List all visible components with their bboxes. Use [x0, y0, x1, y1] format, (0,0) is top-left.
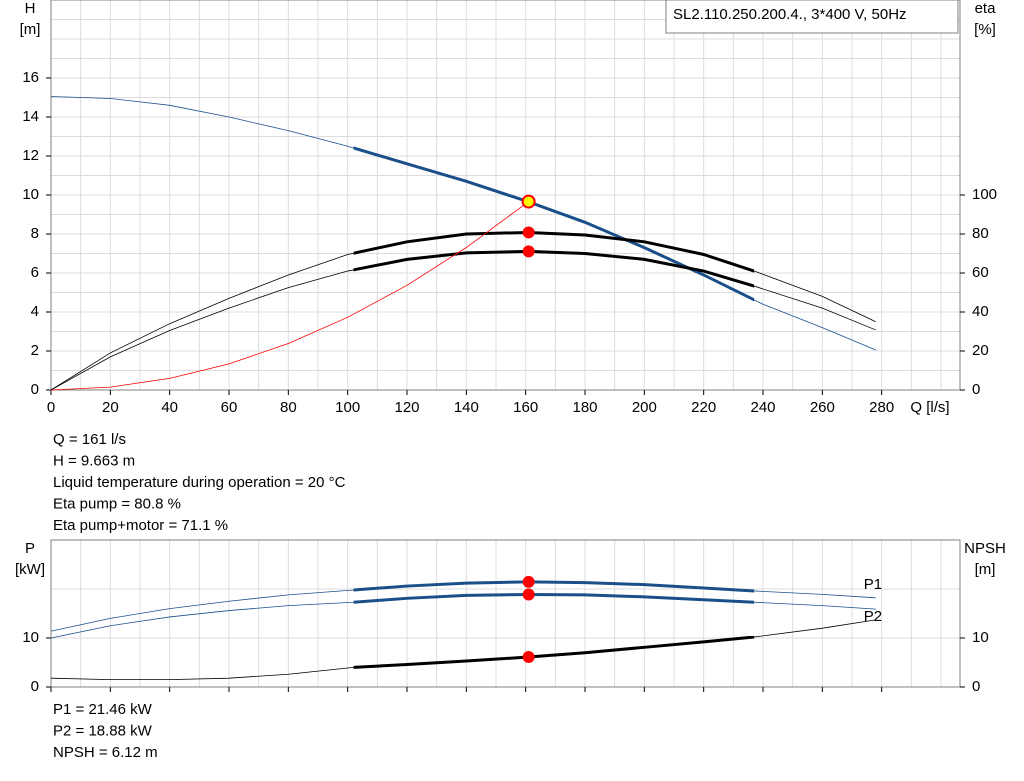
x-tick-label: 60 [221, 399, 238, 416]
y-tick-label: 16 [22, 69, 39, 86]
x-tick-label: 20 [102, 399, 119, 416]
curve-bold [353, 230, 755, 273]
series-label: P2 [864, 608, 882, 625]
y-tick-label: 8 [31, 225, 39, 242]
y-tick-label: 14 [22, 108, 39, 125]
y2-tick-label: 100 [972, 186, 997, 203]
y2-tick-label: 20 [972, 342, 989, 359]
operating-point [522, 575, 535, 588]
y-tick-label: 0 [31, 678, 39, 695]
curve [50, 619, 876, 681]
operating-point [522, 651, 535, 664]
info-line: Eta pump = 80.8 % [53, 495, 181, 512]
curve [50, 232, 876, 391]
y-axis-label: H [25, 0, 36, 17]
y-axis-label: [kW] [15, 561, 45, 578]
info-line: H = 9.663 m [53, 452, 135, 469]
info-line: Eta pump+motor = 71.1 % [53, 517, 228, 534]
y2-axis-label: eta [975, 0, 997, 17]
x-tick-label: 0 [47, 399, 55, 416]
curve [50, 250, 876, 391]
x-tick-label: 100 [335, 399, 360, 416]
series-label: P1 [864, 576, 882, 593]
curve-bold [353, 592, 755, 604]
y-tick-label: 0 [31, 381, 39, 398]
y2-tick-label: 80 [972, 225, 989, 242]
y2-axis-label: [m] [975, 561, 996, 578]
y2-tick-label: 0 [972, 678, 980, 695]
x-tick-label: 260 [810, 399, 835, 416]
info-line: NPSH = 6.12 m [53, 744, 158, 761]
x-axis-label: Q [l/s] [910, 399, 949, 416]
x-tick-label: 240 [750, 399, 775, 416]
y2-tick-label: 10 [972, 629, 989, 646]
y-tick-label: 2 [31, 342, 39, 359]
y2-tick-label: 0 [972, 381, 980, 398]
info-line: P1 = 21.46 kW [53, 701, 153, 718]
x-tick-label: 180 [572, 399, 597, 416]
x-tick-label: 140 [454, 399, 479, 416]
y-tick-label: 10 [22, 629, 39, 646]
operating-point [522, 588, 535, 601]
y-tick-label: 12 [22, 147, 39, 164]
x-tick-label: 160 [513, 399, 538, 416]
x-tick-label: 120 [394, 399, 419, 416]
x-tick-label: 200 [632, 399, 657, 416]
info-line: Liquid temperature during operation = 20… [53, 474, 346, 491]
info-line: P2 = 18.88 kW [53, 722, 153, 739]
plot-frame [50, 539, 961, 688]
curve-bold [353, 580, 755, 593]
x-tick-label: 80 [280, 399, 297, 416]
curve-bold [353, 635, 755, 669]
y2-tick-label: 60 [972, 264, 989, 281]
operating-point [521, 194, 536, 209]
y-tick-label: 4 [31, 303, 39, 320]
chart-title: SL2.110.250.200.4., 3*400 V, 50Hz [673, 6, 907, 23]
y2-tick-label: 40 [972, 303, 989, 320]
y-axis-label: P [25, 540, 35, 557]
operating-point [522, 226, 535, 239]
y2-axis-label: [%] [974, 21, 996, 38]
curve-bold [353, 249, 755, 288]
x-tick-label: 40 [161, 399, 178, 416]
x-tick-label: 280 [869, 399, 894, 416]
curve-bold [353, 146, 755, 302]
title-box [665, 0, 959, 34]
y-tick-label: 10 [22, 186, 39, 203]
y-axis-label: [m] [20, 21, 41, 38]
curve [50, 201, 529, 391]
y2-axis-label: NPSH [964, 540, 1006, 557]
x-tick-label: 220 [691, 399, 716, 416]
operating-point [522, 245, 535, 258]
info-line: Q = 161 l/s [53, 431, 126, 448]
y-tick-label: 6 [31, 264, 39, 281]
